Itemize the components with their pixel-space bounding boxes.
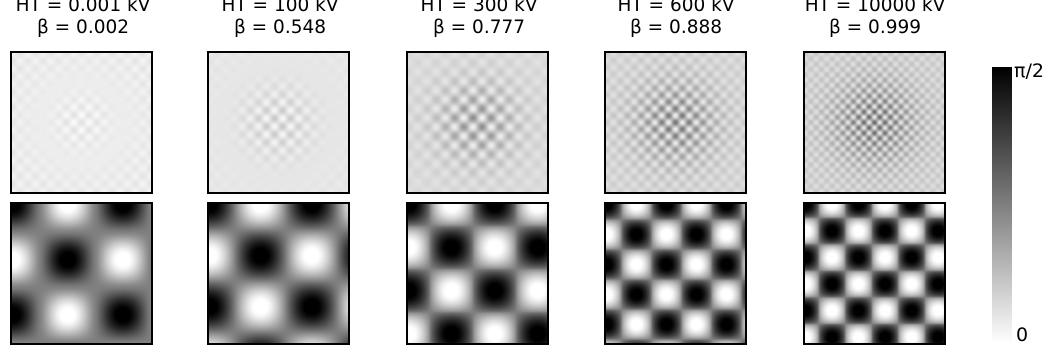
phase-map-image xyxy=(408,204,547,343)
top-panel-5 xyxy=(803,51,946,194)
beta-label: β = 0.002 xyxy=(36,17,130,38)
column-title-1: HT = 0.001 kV β = 0.002 xyxy=(0,0,183,39)
column-title-5: HT = 10000 kV β = 0.999 xyxy=(775,0,975,39)
beta-label: β = 0.548 xyxy=(233,17,327,38)
bottom-panel-5 xyxy=(803,202,946,345)
beta-label: β = 0.888 xyxy=(629,17,723,38)
phase-map-image xyxy=(209,204,348,343)
phase-map-image xyxy=(606,204,745,343)
phase-map-image xyxy=(805,204,944,343)
colorbar xyxy=(992,67,1012,344)
top-panel-4 xyxy=(604,51,747,194)
column-title-3: HT = 300 kV β = 0.777 xyxy=(379,0,579,39)
ht-label: HT = 300 kV xyxy=(420,0,538,16)
diffraction-pattern-image xyxy=(209,53,348,192)
beta-label: β = 0.999 xyxy=(828,17,922,38)
top-panel-2 xyxy=(207,51,350,194)
phase-map-image xyxy=(12,204,151,343)
bottom-panel-2 xyxy=(207,202,350,345)
diffraction-pattern-image xyxy=(12,53,151,192)
bottom-panel-1 xyxy=(10,202,153,345)
colorbar-max-label: π/2 xyxy=(1014,60,1044,82)
diffraction-pattern-image xyxy=(805,53,944,192)
top-panel-3 xyxy=(406,51,549,194)
ht-label: HT = 10000 kV xyxy=(804,0,946,16)
colorbar-min-label: 0 xyxy=(1016,324,1029,346)
ht-label: HT = 0.001 kV xyxy=(15,0,151,16)
diffraction-pattern-image xyxy=(408,53,547,192)
top-panel-1 xyxy=(10,51,153,194)
ht-label: HT = 100 kV xyxy=(221,0,339,16)
column-title-4: HT = 600 kV β = 0.888 xyxy=(576,0,776,39)
bottom-panel-3 xyxy=(406,202,549,345)
column-title-2: HT = 100 kV β = 0.548 xyxy=(180,0,380,39)
ht-label: HT = 600 kV xyxy=(617,0,735,16)
beta-label: β = 0.777 xyxy=(432,17,526,38)
bottom-panel-4 xyxy=(604,202,747,345)
diffraction-pattern-image xyxy=(606,53,745,192)
